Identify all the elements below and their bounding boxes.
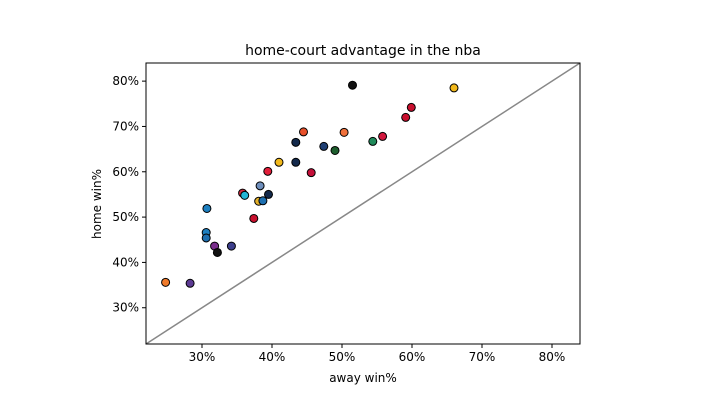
scatter-point <box>291 137 301 147</box>
x-tick-label: 40% <box>259 350 286 364</box>
scatter-point <box>348 80 357 90</box>
scatter-point <box>226 241 236 251</box>
x-tick-label: 30% <box>189 350 216 364</box>
scatter-point <box>368 136 378 146</box>
scatter-point <box>249 213 259 223</box>
reference-line <box>145 62 581 345</box>
scatter-point <box>319 141 329 151</box>
scatter-point <box>202 203 212 213</box>
x-tick-label: 80% <box>539 350 566 364</box>
y-tick-label: 60% <box>112 165 139 179</box>
scatter-point <box>240 190 250 200</box>
x-tick-label: 50% <box>329 350 356 364</box>
chart-title: home-court advantage in the nba <box>245 43 481 59</box>
scatter-point <box>299 127 308 137</box>
scatter-point <box>201 233 211 243</box>
scatter-point <box>263 166 273 176</box>
scatter-point <box>161 277 171 287</box>
y-tick-label: 50% <box>112 210 139 224</box>
x-ticks: 30% 40% 50% 60% 70% 80% <box>189 344 566 364</box>
x-axis-label: away win% <box>329 371 397 385</box>
plot-frame <box>145 62 581 345</box>
scatter-point <box>449 83 459 93</box>
y-tick-label: 80% <box>112 74 139 88</box>
y-tick-label: 30% <box>112 301 139 315</box>
scatter-point <box>212 247 222 257</box>
scatter-point <box>339 127 349 137</box>
data-points <box>161 80 459 288</box>
x-tick-label: 70% <box>469 350 496 364</box>
scatter-point <box>255 181 265 191</box>
scatter-point <box>274 157 284 167</box>
scatter-point <box>330 145 340 155</box>
scatter-point <box>401 112 411 122</box>
scatter-point <box>185 278 195 288</box>
y-tick-label: 40% <box>112 255 139 269</box>
scatter-point <box>258 196 268 206</box>
scatter-point <box>264 189 273 199</box>
y-ticks: 30% 40% 50% 60% 70% 80% <box>112 74 146 315</box>
scatter-point <box>291 157 301 167</box>
scatter-point <box>406 102 416 112</box>
y-tick-label: 70% <box>112 119 139 133</box>
y-axis-label: home win% <box>90 169 104 239</box>
scatter-point <box>306 168 316 178</box>
x-tick-label: 60% <box>399 350 426 364</box>
scatter-point <box>378 131 388 141</box>
